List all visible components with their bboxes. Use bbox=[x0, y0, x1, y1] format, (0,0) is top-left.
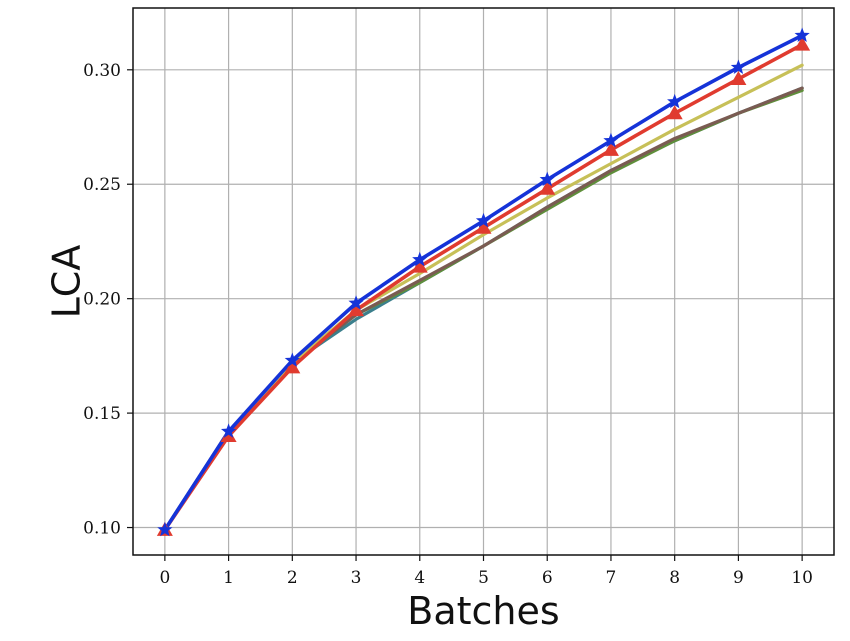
x-tick-label: 5 bbox=[478, 568, 489, 588]
x-axis-label: Batches bbox=[407, 589, 559, 633]
x-tick-label: 4 bbox=[414, 568, 425, 588]
data-point-star bbox=[794, 27, 810, 42]
y-tick-label: 0.20 bbox=[83, 290, 121, 310]
data-point-triangle bbox=[220, 427, 237, 442]
data-point-star bbox=[157, 521, 173, 537]
data-point-star bbox=[730, 59, 747, 74]
data-point-triangle bbox=[730, 70, 747, 85]
y-tick-label: 0.30 bbox=[83, 61, 121, 81]
data-point-triangle bbox=[475, 219, 492, 234]
grid bbox=[133, 8, 834, 555]
y-tick-label: 0.15 bbox=[83, 404, 121, 424]
data-point-triangle bbox=[284, 359, 301, 374]
x-tick-label: 2 bbox=[287, 568, 298, 588]
data-point-star bbox=[667, 93, 683, 109]
x-tick-label: 6 bbox=[542, 568, 553, 588]
x-tick-label: 0 bbox=[159, 568, 170, 588]
x-tick-label: 9 bbox=[733, 568, 744, 588]
data-point-star bbox=[539, 171, 555, 187]
x-tick-label: 7 bbox=[606, 568, 617, 588]
data-point-star bbox=[412, 251, 428, 267]
data-point-triangle bbox=[602, 141, 619, 156]
y-axis-ticks: 0.10 0.15 0.20 0.25 0.30 bbox=[83, 61, 133, 539]
y-tick-label: 0.25 bbox=[83, 175, 121, 195]
data-point-star bbox=[603, 132, 619, 148]
data-point-triangle bbox=[411, 258, 428, 273]
data-point-triangle bbox=[666, 105, 683, 120]
data-point-triangle bbox=[348, 302, 365, 317]
y-axis-label: LCA bbox=[44, 245, 88, 319]
data-point-triangle bbox=[539, 180, 556, 195]
x-tick-label: 10 bbox=[791, 568, 813, 588]
x-tick-label: 8 bbox=[669, 568, 680, 588]
x-axis-ticks: 0 1 2 3 4 5 6 7 8 9 10 bbox=[159, 555, 813, 588]
data-point-triangle bbox=[794, 36, 811, 51]
data-point-star bbox=[220, 423, 237, 438]
data-point-star bbox=[348, 295, 364, 310]
data-point-star bbox=[475, 212, 492, 228]
data-point-star bbox=[284, 352, 300, 367]
y-tick-label: 0.10 bbox=[83, 519, 121, 539]
x-tick-label: 3 bbox=[351, 568, 362, 588]
x-tick-label: 1 bbox=[223, 568, 234, 588]
marker-group bbox=[156, 27, 811, 537]
